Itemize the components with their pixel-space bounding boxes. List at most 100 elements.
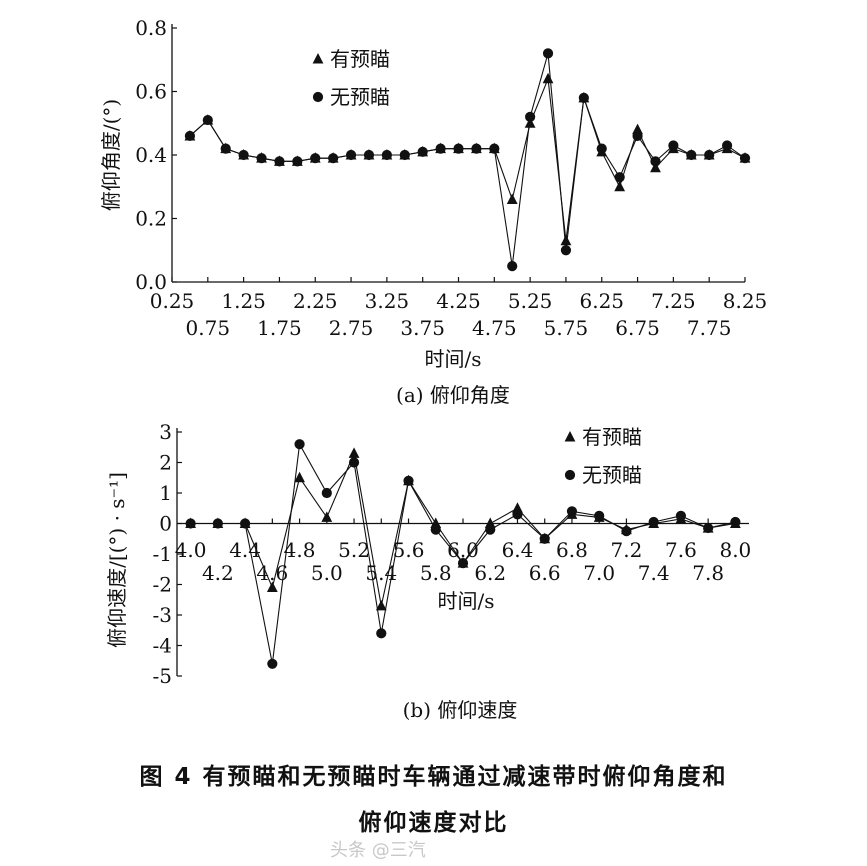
x-tick-label: 4.0 — [175, 538, 207, 562]
data-point-circle — [417, 146, 428, 157]
data-point-circle — [220, 143, 231, 154]
data-point-circle — [399, 149, 410, 161]
data-point-triangle — [560, 234, 572, 246]
legend-marker-triangle — [564, 431, 576, 442]
y-tick-label: 0.4 — [135, 143, 167, 167]
data-point-circle — [614, 172, 625, 183]
y-tick-label: -4 — [153, 634, 172, 658]
data-point-triangle — [348, 447, 360, 458]
data-point-circle — [376, 628, 387, 639]
data-point-circle — [703, 522, 714, 534]
figure-caption-line-2: 俯仰速度对比 — [358, 810, 509, 836]
x-tick-label: 5.8 — [420, 561, 452, 585]
x-tick-label: 3.75 — [400, 316, 445, 340]
data-point-triangle — [614, 180, 626, 192]
x-tick-label: 5.2 — [338, 538, 370, 562]
legend-marker-circle — [564, 469, 576, 481]
y-tick-label: 0.8 — [135, 16, 167, 40]
legend-label: 有预瞄 — [330, 47, 390, 71]
x-tick-label: 6.4 — [502, 538, 534, 562]
data-point-circle — [704, 149, 715, 161]
data-point-circle — [184, 130, 196, 142]
legend-label: 无预瞄 — [330, 85, 390, 109]
data-point-circle — [202, 114, 213, 126]
x-tick-label: 5.75 — [544, 316, 589, 340]
x-tick-label: 7.4 — [638, 561, 670, 585]
data-point-circle — [256, 153, 267, 164]
data-point-circle — [489, 143, 500, 154]
data-point-circle — [471, 143, 482, 154]
x-tick-label: 5.4 — [365, 561, 397, 585]
data-point-triangle — [650, 161, 661, 173]
watermark-text: 头条 @三汽 — [330, 840, 426, 861]
x-tick-label: 6.75 — [615, 316, 660, 340]
data-point-circle — [348, 457, 360, 468]
x-tick-label: 0.25 — [150, 289, 195, 313]
data-point-circle — [668, 140, 679, 151]
data-point-circle — [430, 524, 441, 535]
x-tick-label: 3.25 — [365, 289, 410, 313]
x-tick-label: 5.0 — [311, 561, 343, 585]
data-point-circle — [675, 510, 687, 521]
data-point-circle — [381, 149, 392, 161]
x-tick-label: 6.25 — [579, 289, 624, 313]
data-point-circle — [485, 524, 496, 535]
data-point-circle — [294, 439, 305, 450]
x-tick-label: 7.25 — [651, 289, 696, 313]
chart-a-ticks: 0.0 0.2 0.4 0.6 0.8 0.25 1.25 2.25 3.25 4.25 5.25 6… — [135, 16, 767, 340]
data-point-circle — [310, 153, 321, 164]
data-point-circle — [632, 130, 643, 142]
data-point-circle — [594, 510, 605, 521]
data-point-circle — [560, 245, 572, 256]
legend-marker-circle — [312, 91, 324, 103]
x-tick-label: 7.75 — [687, 316, 732, 340]
x-tick-label: 7.8 — [692, 561, 724, 585]
data-point-circle — [403, 475, 414, 486]
data-point-circle — [345, 149, 357, 161]
x-tick-label: 8.0 — [719, 538, 751, 562]
legend-label: 无预瞄 — [582, 463, 642, 487]
data-point-circle — [512, 509, 523, 520]
data-point-circle — [721, 140, 733, 151]
data-point-circle — [739, 153, 751, 164]
x-tick-label: 5.6 — [393, 538, 425, 562]
y-tick-label: -1 — [153, 542, 172, 566]
x-tick-label: 7.2 — [611, 538, 643, 562]
data-point-circle — [542, 48, 554, 59]
data-point-triangle — [506, 193, 518, 204]
data-point-circle — [539, 533, 550, 544]
data-point-circle — [363, 149, 375, 161]
legend-marker-triangle — [312, 53, 324, 64]
chart-b-subtitle: (b) 俯仰速度 — [403, 698, 518, 722]
data-point-triangle — [632, 123, 643, 135]
y-tick-label: -2 — [153, 573, 172, 597]
chart-a-y-axis-label: 俯仰角度/(°) — [99, 99, 123, 211]
chart-b-x-axis-label: 时间/s — [437, 589, 494, 613]
data-point-circle — [274, 156, 285, 167]
y-tick-label: 0 — [159, 512, 172, 536]
data-point-circle — [238, 149, 249, 161]
data-point-circle — [292, 156, 303, 167]
x-tick-label: 2.75 — [329, 316, 374, 340]
data-point-triangle — [542, 72, 554, 84]
x-tick-label: 4.25 — [436, 289, 481, 313]
x-tick-label: 2.25 — [293, 289, 338, 313]
data-point-triangle — [266, 581, 278, 593]
data-point-circle — [267, 658, 278, 669]
x-tick-label: 8.25 — [723, 289, 768, 313]
x-tick-label: 1.75 — [257, 316, 302, 340]
x-tick-label: 4.4 — [229, 538, 261, 562]
figure-caption-line-1: 图 4 有预瞄和无预瞄时车辆通过减速带时俯仰角度和 — [139, 764, 728, 790]
data-point-triangle — [321, 511, 333, 522]
data-point-triangle — [524, 117, 536, 128]
data-point-circle — [457, 558, 469, 569]
data-point-circle — [578, 92, 589, 103]
data-point-circle — [596, 143, 607, 154]
x-tick-label: 6.8 — [556, 538, 588, 562]
x-tick-label: 7.6 — [665, 538, 697, 562]
chart-b-y-axis-label: 俯仰速度/[(°) · s⁻¹] — [105, 472, 129, 648]
chart-a-x-axis-label: 时间/s — [424, 347, 481, 371]
